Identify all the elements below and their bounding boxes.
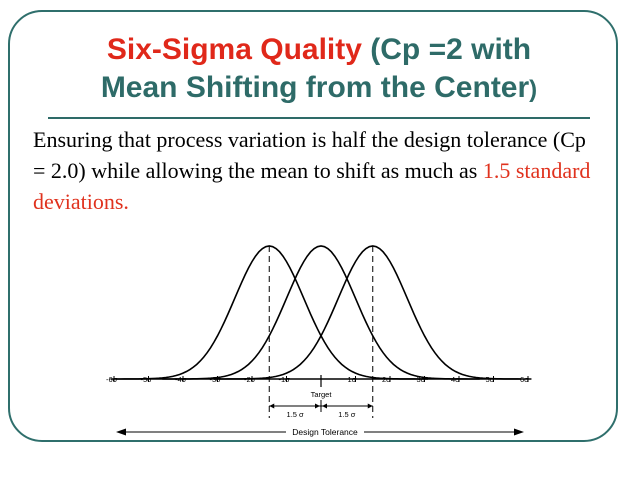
sigma-tick-label: -1σ [279, 375, 291, 384]
tolerance-arrowhead-right [514, 428, 524, 436]
body-text: Ensuring that process variation is half … [33, 127, 586, 183]
tolerance-arrowhead-left [116, 428, 126, 436]
shift-right-label: 1.5 σ [338, 410, 356, 419]
shift-left-label: 1.5 σ [287, 410, 305, 419]
body-paragraph: Ensuring that process variation is half … [33, 124, 593, 217]
sigma-tick-label: 5σ [486, 375, 495, 384]
shift-arrowhead-center-left [315, 403, 320, 409]
shift-arrowheads [269, 403, 373, 409]
title-underline [48, 117, 590, 119]
slide-frame [8, 10, 618, 442]
target-label: Target [311, 390, 333, 399]
slide-title: Six-Sigma Quality (Cp =2 with Mean Shift… [30, 31, 608, 109]
title-close-paren: ) [529, 76, 538, 103]
shift-arrowhead-center-right [322, 403, 327, 409]
six-sigma-distribution-diagram: -6σ -5σ -4σ -3σ -2σ -1σ 1σ 2σ 3σ 4σ 5σ 6σ Target 1.… [106, 245, 532, 437]
design-tolerance-label: Design Tolerance [292, 427, 358, 437]
title-rest-line1: (Cp =2 with [361, 33, 532, 66]
sigma-tick-label: 1σ [348, 375, 357, 384]
body-highlight: 1.5 standard deviations. [33, 158, 591, 214]
centered-distribution-curve [162, 245, 480, 380]
shift-arrowhead-left [269, 403, 275, 409]
shift-arrowhead-right [367, 403, 373, 409]
title-highlight: Six-Sigma Quality [106, 33, 362, 66]
title-line2: Mean Shifting from the Center [100, 71, 530, 104]
sigma-tick-label: 2σ [382, 375, 391, 384]
